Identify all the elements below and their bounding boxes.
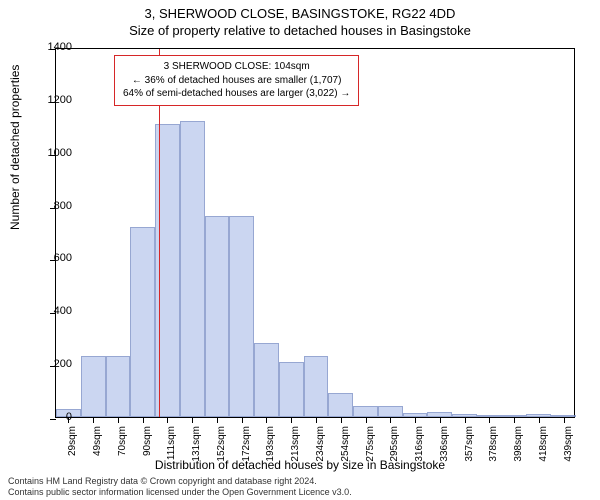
annotation-box: 3 SHERWOOD CLOSE: 104sqm← 36% of detache… [114,55,359,106]
y-tick-label: 0 [32,411,72,423]
histogram-bar [130,227,155,417]
x-tick-label: 275sqm [365,426,376,474]
x-tick [390,417,391,423]
x-tick [93,417,94,423]
annotation-line2: ← 36% of detached houses are smaller (1,… [123,74,350,88]
x-tick [341,417,342,423]
y-tick-label: 1400 [32,41,72,53]
histogram-bar [254,343,279,417]
x-tick-label: 254sqm [340,426,351,474]
chart-area: 3 SHERWOOD CLOSE: 104sqm← 36% of detache… [55,48,575,418]
histogram-bar [81,356,106,417]
x-tick [366,417,367,423]
x-tick [415,417,416,423]
x-tick-label: 29sqm [67,426,78,474]
histogram-bar [378,406,403,417]
x-tick-label: 193sqm [265,426,276,474]
y-tick-label: 200 [32,358,72,370]
x-tick-label: 131sqm [191,426,202,474]
x-tick [143,417,144,423]
x-tick-label: 90sqm [142,426,153,474]
x-tick-label: 70sqm [117,426,128,474]
x-tick [266,417,267,423]
x-tick-label: 152sqm [216,426,227,474]
y-tick-label: 400 [32,305,72,317]
histogram-bar [328,393,353,417]
x-tick-label: 49sqm [92,426,103,474]
x-tick [465,417,466,423]
x-tick [440,417,441,423]
x-tick-label: 213sqm [290,426,301,474]
title-sub: Size of property relative to detached ho… [0,21,600,38]
x-tick [167,417,168,423]
y-tick-label: 1200 [32,94,72,106]
histogram-bar [180,121,205,417]
x-tick [291,417,292,423]
histogram-bar [205,216,230,417]
attribution-line2: Contains public sector information licen… [8,487,592,498]
title-main: 3, SHERWOOD CLOSE, BASINGSTOKE, RG22 4DD [0,0,600,21]
y-axis-label: Number of detached properties [8,65,22,230]
y-tick-label: 1000 [32,147,72,159]
x-tick [316,417,317,423]
x-tick [192,417,193,423]
x-tick-label: 378sqm [488,426,499,474]
x-tick-label: 439sqm [563,426,574,474]
histogram-bar [229,216,254,417]
x-tick-label: 357sqm [464,426,475,474]
attribution-line1: Contains HM Land Registry data © Crown c… [8,476,592,487]
x-tick-label: 398sqm [513,426,524,474]
x-tick [242,417,243,423]
x-tick-label: 172sqm [241,426,252,474]
annotation-line3: 64% of semi-detached houses are larger (… [123,87,350,101]
x-tick-label: 418sqm [538,426,549,474]
x-tick-label: 316sqm [414,426,425,474]
histogram-bar [304,356,329,417]
y-tick-label: 800 [32,200,72,212]
y-tick-label: 600 [32,252,72,264]
x-tick-label: 336sqm [439,426,450,474]
x-tick-label: 111sqm [166,426,177,474]
x-tick [564,417,565,423]
annotation-line1: 3 SHERWOOD CLOSE: 104sqm [123,60,350,74]
x-tick-label: 234sqm [315,426,326,474]
histogram-bar [353,406,378,417]
x-tick [539,417,540,423]
x-tick [489,417,490,423]
attribution: Contains HM Land Registry data © Crown c… [8,476,592,499]
x-tick [217,417,218,423]
x-tick-label: 295sqm [389,426,400,474]
x-tick [514,417,515,423]
histogram-bar [279,362,304,418]
chart-container: 3, SHERWOOD CLOSE, BASINGSTOKE, RG22 4DD… [0,0,600,500]
x-tick [118,417,119,423]
histogram-bar [106,356,131,417]
